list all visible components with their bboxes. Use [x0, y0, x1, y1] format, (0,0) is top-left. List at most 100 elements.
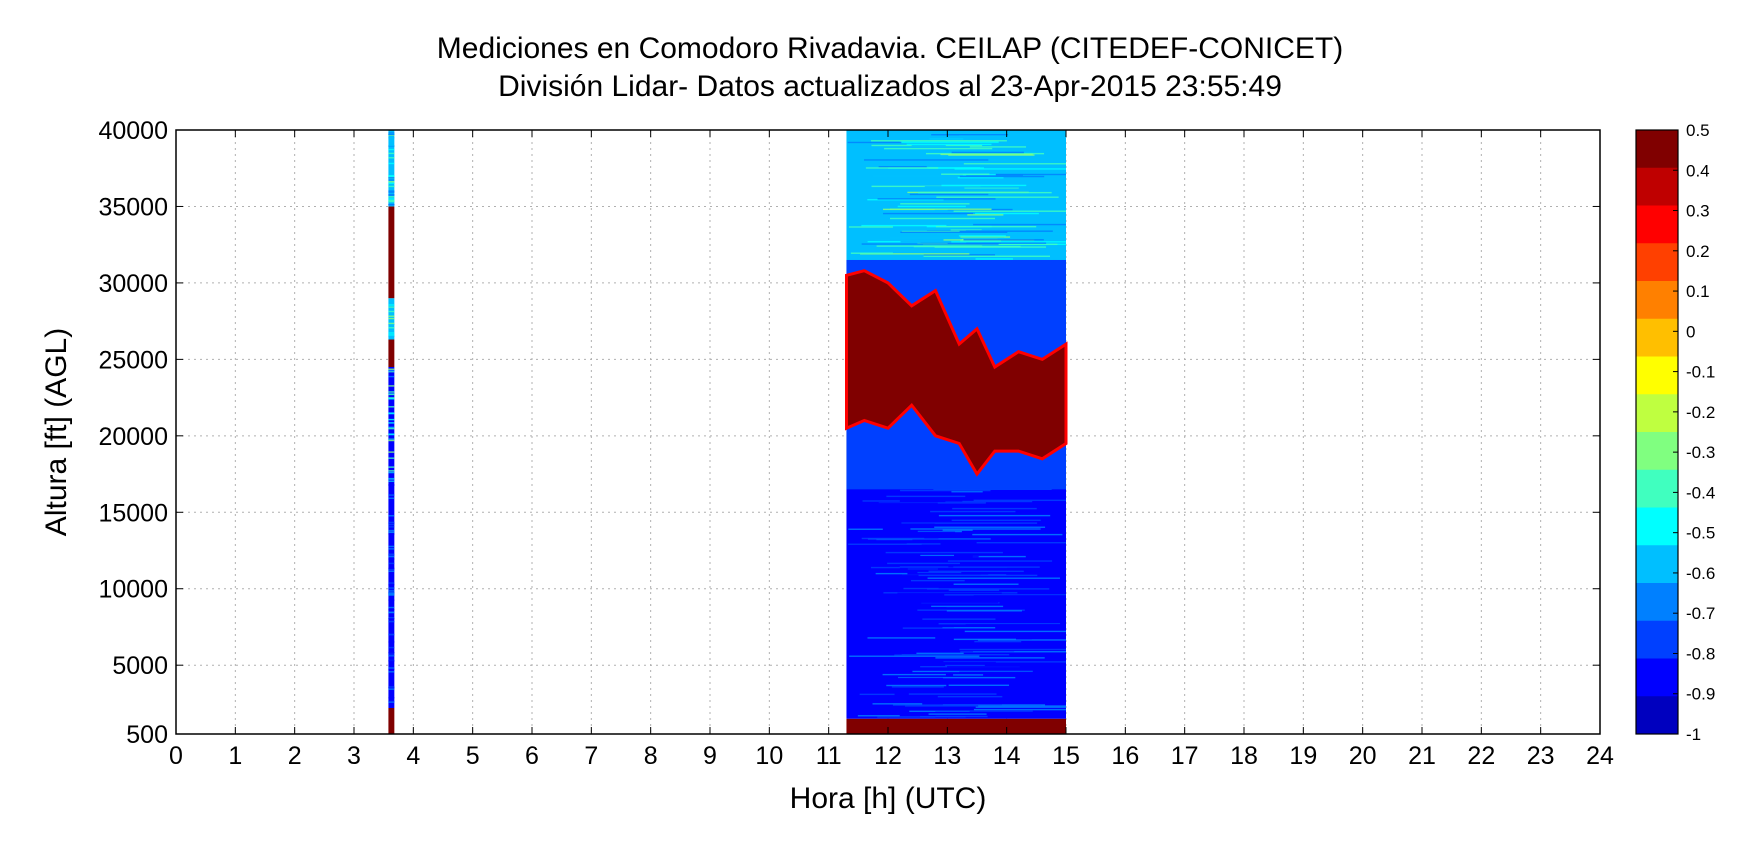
noise-stripe — [944, 594, 1066, 596]
noise-stripe — [388, 521, 395, 524]
noise-stripe — [897, 592, 1002, 594]
noise-stripe — [928, 167, 981, 169]
noise-stripe — [942, 627, 996, 629]
noise-stripe — [872, 703, 923, 705]
noise-stripe — [975, 706, 1066, 708]
noise-stripe — [388, 470, 395, 472]
x-tick-label: 19 — [1289, 742, 1317, 770]
noise-stripe — [870, 140, 1007, 142]
noise-stripe — [928, 713, 987, 715]
noise-stripe — [388, 393, 395, 396]
colorbar-label: -0.3 — [1686, 443, 1715, 462]
noise-stripe — [948, 684, 1010, 686]
noise-stripe — [848, 226, 893, 228]
noise-stripe — [388, 198, 395, 200]
noise-stripe — [922, 618, 996, 620]
noise-stripe — [892, 704, 1003, 706]
x-tick-label: 24 — [1586, 742, 1614, 770]
noise-stripe — [975, 258, 1013, 260]
noise-stripe — [388, 145, 395, 147]
noise-stripe — [947, 673, 1040, 675]
noise-stripe — [388, 322, 395, 325]
noise-stripe — [973, 223, 1066, 226]
noise-stripe — [388, 137, 395, 139]
noise-stripe — [923, 255, 1050, 257]
noise-stripe — [388, 654, 395, 656]
noise-stripe — [886, 495, 966, 498]
noise-stripe — [388, 196, 395, 198]
x-axis-label: Hora [h] (UTC) — [790, 782, 987, 815]
noise-stripe — [388, 370, 395, 373]
noise-stripe — [388, 480, 395, 482]
noise-stripe — [945, 664, 985, 667]
noise-stripe — [894, 654, 1010, 656]
noise-stripe — [388, 526, 395, 528]
noise-stripe — [388, 562, 395, 565]
noise-stripe — [857, 715, 900, 717]
x-tick-label: 13 — [933, 742, 961, 770]
noise-stripe — [930, 506, 1005, 509]
y-tick-label: 40000 — [98, 117, 168, 145]
data-layer-rect — [388, 367, 395, 709]
noise-stripe — [851, 138, 972, 141]
noise-stripe — [971, 629, 1066, 631]
noise-stripe — [909, 531, 956, 534]
noise-stripe — [909, 193, 989, 196]
data-block-0 — [388, 130, 395, 734]
noise-stripe — [388, 570, 395, 572]
noise-stripe — [960, 240, 1002, 242]
noise-stripe — [900, 231, 1008, 233]
noise-stripe — [933, 678, 973, 681]
noise-stripe — [388, 567, 395, 570]
y-tick-label: 25000 — [98, 346, 168, 374]
cloud-layer — [845, 259, 1068, 490]
noise-stripe — [947, 666, 1036, 668]
noise-stripe — [388, 433, 395, 435]
noise-stripe — [938, 514, 1051, 517]
noise-stripe — [388, 671, 395, 673]
noise-stripe — [388, 310, 395, 313]
noise-stripe — [388, 375, 395, 378]
x-tick-label: 9 — [703, 742, 717, 770]
noise-stripe — [388, 406, 395, 408]
noise-stripe — [388, 545, 395, 548]
noise-stripe — [930, 510, 1016, 513]
noise-stripe — [388, 204, 395, 206]
x-tick-label: 14 — [993, 742, 1021, 770]
noise-stripe — [953, 638, 1017, 641]
x-tick-label: 1 — [228, 742, 242, 770]
noise-stripe — [859, 693, 895, 696]
noise-stripe — [943, 661, 1066, 663]
noise-stripe — [388, 592, 395, 594]
noise-stripe — [947, 560, 1053, 562]
noise-stripe — [388, 620, 395, 623]
data-layer-rect — [388, 130, 395, 207]
noise-stripe — [885, 551, 1003, 554]
noise-stripe — [954, 168, 1066, 170]
noise-stripe — [960, 651, 1015, 653]
noise-stripe — [388, 633, 395, 636]
noise-stripe — [872, 708, 905, 710]
noise-stripe — [973, 613, 1066, 615]
noise-stripe — [388, 548, 395, 550]
noise-stripe — [388, 426, 395, 429]
noise-stripe — [388, 385, 395, 387]
noise-stripe — [388, 323, 395, 326]
colorbar-swatch — [1636, 620, 1678, 659]
x-tick-label: 20 — [1349, 742, 1377, 770]
colorbar-label: 0.5 — [1686, 121, 1710, 140]
noise-stripe — [854, 660, 941, 662]
noise-stripe — [935, 710, 1033, 712]
noise-stripe — [388, 531, 395, 534]
noise-stripe — [973, 651, 1066, 653]
noise-stripe — [952, 507, 1037, 510]
x-tick-label: 10 — [755, 742, 783, 770]
noise-stripe — [388, 418, 395, 421]
noise-stripe — [953, 210, 1066, 212]
noise-stripe — [900, 489, 991, 492]
noise-stripe — [942, 529, 973, 531]
noise-stripe — [906, 543, 941, 545]
noise-stripe — [951, 490, 983, 493]
noise-stripe — [388, 584, 395, 586]
noise-stripe — [866, 493, 903, 495]
